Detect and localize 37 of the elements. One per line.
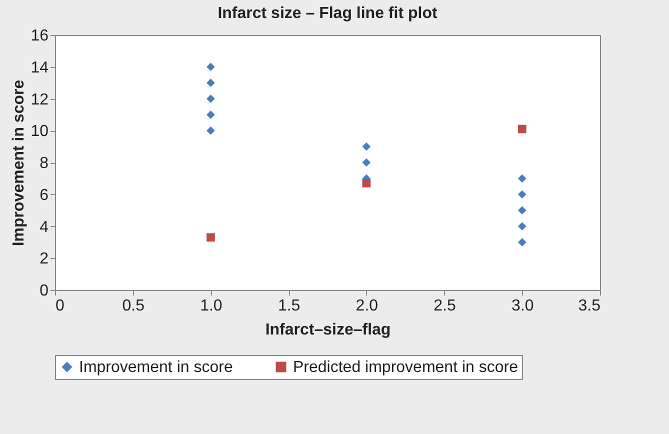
x-tick-label: 1.5 [278, 298, 300, 314]
point [206, 78, 215, 87]
point [362, 142, 371, 151]
chart-title: Infarct size – Flag line fit plot [218, 5, 438, 22]
y-tick-label: 6 [40, 186, 49, 204]
x-tick-label: 3.5 [578, 298, 601, 314]
point [518, 238, 526, 246]
point [518, 174, 526, 183]
point [518, 124, 526, 134]
point [518, 206, 526, 214]
y-tick-label: 8 [40, 155, 49, 172]
y-tick-label: 16 [30, 28, 49, 44]
point [206, 94, 215, 103]
point [206, 110, 215, 119]
y-tick-label: 4 [40, 218, 49, 236]
y-tick-label: 12 [30, 91, 49, 108]
y-tick-label: 10 [30, 123, 49, 140]
point [206, 126, 215, 135]
y-tick-label: 0 [40, 282, 49, 300]
x-tick-label: 3.0 [512, 298, 534, 314]
x-axis-title: Infarct–size–flag [265, 322, 391, 338]
y-tick-label: 2 [40, 250, 49, 268]
point [362, 179, 371, 188]
point [518, 190, 526, 199]
y-tick-label: 14 [30, 59, 49, 76]
x-tick-label: 0.5 [122, 298, 145, 314]
legend-label: Predicted improvement in score [293, 359, 518, 376]
legend-label: Improvement in score [79, 359, 233, 376]
point [206, 233, 215, 242]
x-tick-label: 1.0 [200, 298, 222, 314]
x-tick-label: 2.0 [356, 298, 378, 314]
x-tick-label: 2.5 [434, 298, 456, 314]
point [362, 158, 371, 167]
point [206, 62, 215, 72]
y-axis-title: Improvement in score [10, 80, 28, 246]
point [518, 222, 526, 230]
x-tick-label: 0 [56, 298, 64, 314]
